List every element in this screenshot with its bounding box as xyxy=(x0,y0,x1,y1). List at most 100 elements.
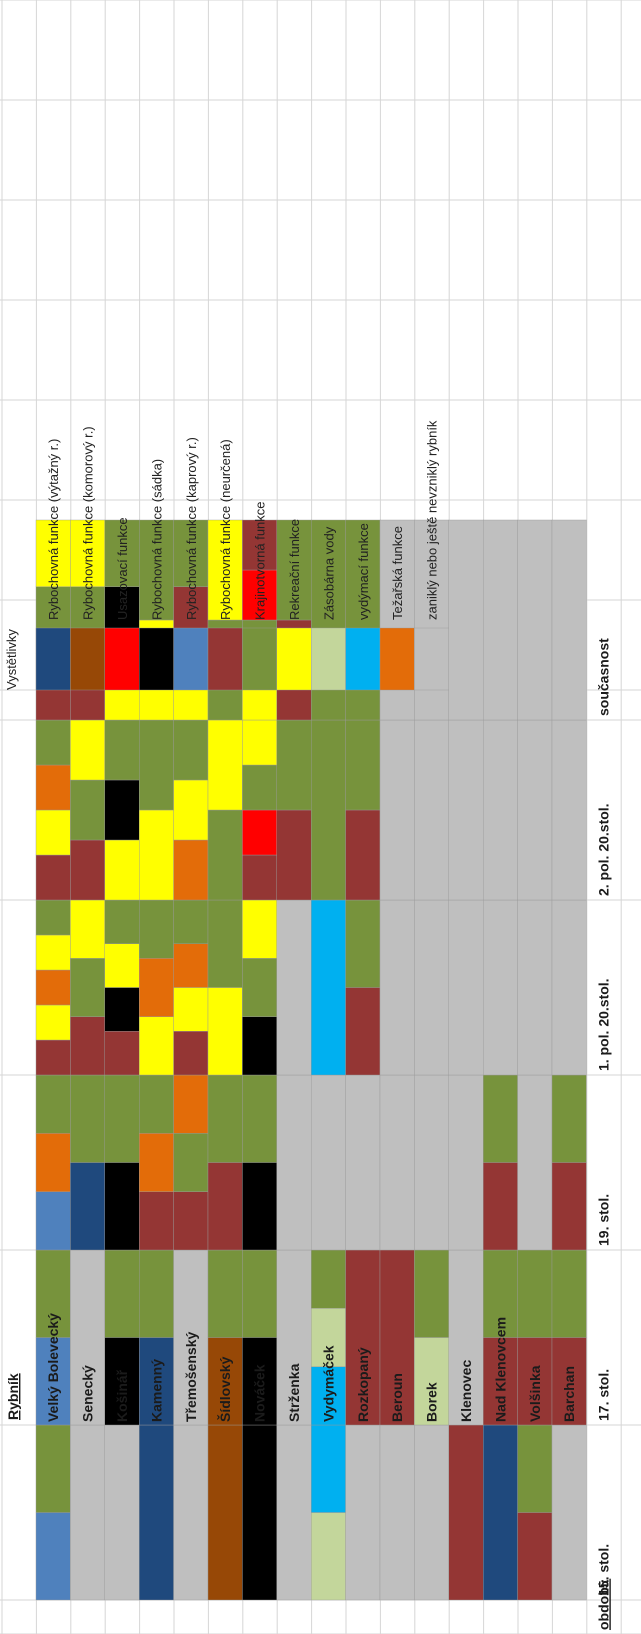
cell-2-3-3 xyxy=(104,899,140,944)
cell-10-3-0 xyxy=(379,899,415,1076)
cell-2-3-2 xyxy=(104,943,140,988)
legend-label: Krajinotvorná funkce xyxy=(253,501,268,620)
period-label: 17. stol. xyxy=(595,1369,611,1421)
legend-swatch xyxy=(104,627,140,691)
cell-2-2-0 xyxy=(104,1162,140,1251)
pond-label: Kamenný xyxy=(148,1359,164,1422)
cell-15-5-0 xyxy=(551,519,587,721)
cell-10-0-0 xyxy=(379,1424,415,1601)
cell-0-4-0 xyxy=(35,854,71,901)
cell-10-1-0 xyxy=(379,1249,415,1426)
legend-label: Rybochovná funkce (sádka) xyxy=(149,459,164,620)
cell-13-2-0 xyxy=(483,1162,518,1251)
cell-6-1-1 xyxy=(242,1249,277,1338)
cell-5-0-0 xyxy=(207,1424,243,1601)
cell-15-2-0 xyxy=(551,1162,587,1251)
legend-label: Težařská funkce xyxy=(390,526,405,620)
cell-1-5-2 xyxy=(70,519,106,587)
legend-swatch xyxy=(138,627,174,691)
legend-swatch xyxy=(35,627,71,691)
cell-12-3-0 xyxy=(448,899,484,1076)
cell-4-3-0 xyxy=(173,1031,209,1076)
cell-4-3-2 xyxy=(173,943,209,988)
cell-4-1-0 xyxy=(173,1249,209,1426)
cell-14-0-1 xyxy=(517,1424,553,1513)
cell-11-3-0 xyxy=(414,899,449,1076)
legend-label: Rybochovná funkce (neurčená) xyxy=(218,439,233,620)
cell-4-2-2 xyxy=(173,1074,209,1134)
period-label: současnost xyxy=(595,638,611,716)
cell-0-3-3 xyxy=(35,934,71,971)
cell-1-3-0 xyxy=(70,1016,106,1076)
cell-10-2-0 xyxy=(379,1074,415,1251)
cell-0-3-4 xyxy=(35,899,71,936)
cell-5-3-1 xyxy=(207,899,243,988)
cell-14-5-0 xyxy=(517,519,553,721)
cell-7-4-1 xyxy=(276,719,312,811)
cell-5-3-0 xyxy=(207,987,243,1076)
cell-15-4-0 xyxy=(551,719,587,901)
cell-3-5-1 xyxy=(138,519,174,621)
period-header: období: xyxy=(595,1579,611,1630)
legend-label: Rybochovná funkce (výtažný r.) xyxy=(46,439,61,620)
cell-11-0-0 xyxy=(414,1424,449,1601)
cell-14-0-0 xyxy=(517,1512,553,1601)
heatmap-cells xyxy=(35,519,587,1601)
cell-4-4-0 xyxy=(173,839,209,901)
cell-14-1-0 xyxy=(517,1337,553,1426)
cell-2-3-0 xyxy=(104,1031,140,1076)
cell-12-2-0 xyxy=(448,1074,484,1251)
cell-9-3-1 xyxy=(345,899,381,988)
cell-0-2-1 xyxy=(35,1133,71,1192)
cell-3-3-2 xyxy=(138,899,174,959)
cell-13-3-0 xyxy=(483,899,518,1076)
legend-swatch xyxy=(414,627,449,691)
cell-3-4-0 xyxy=(138,809,174,901)
cell-14-4-0 xyxy=(517,719,553,901)
cell-2-0-0 xyxy=(104,1424,140,1601)
legend-swatch xyxy=(173,627,209,691)
pond-label: Rozkopaný xyxy=(355,1347,371,1422)
cell-0-3-0 xyxy=(35,1039,71,1076)
cell-13-5-0 xyxy=(483,519,518,721)
period-labels: 15. stol. 17. stol. 19. stol. 1. pol. 20.st… xyxy=(595,638,611,1630)
cell-3-4-1 xyxy=(138,719,174,811)
cell-11-4-0 xyxy=(414,719,449,901)
cell-3-1-1 xyxy=(138,1249,174,1338)
cell-0-4-3 xyxy=(35,719,71,766)
cell-1-4-1 xyxy=(70,779,106,841)
cell-6-3-2 xyxy=(242,899,277,959)
period-label: 1. pol. 20.stol. xyxy=(595,978,611,1071)
cell-5-1-1 xyxy=(207,1249,243,1338)
legend-swatch xyxy=(70,627,106,691)
cell-6-4-3 xyxy=(242,719,277,766)
cell-11-1-1 xyxy=(414,1249,449,1338)
cell-1-2-1 xyxy=(70,1074,106,1163)
cell-15-2-1 xyxy=(551,1074,587,1163)
cell-0-5-2 xyxy=(35,519,71,587)
cell-13-2-1 xyxy=(483,1074,518,1163)
pond-label: Vydymáček xyxy=(320,1345,336,1422)
cell-11-2-0 xyxy=(414,1074,449,1251)
pond-label: Strženka xyxy=(286,1363,302,1422)
cell-12-0-0 xyxy=(448,1424,484,1601)
cell-6-3-0 xyxy=(242,1016,277,1076)
cell-0-2-0 xyxy=(35,1191,71,1251)
cell-8-3-0 xyxy=(311,899,346,1076)
pond-label: Barchan xyxy=(561,1366,577,1422)
cell-0-2-2 xyxy=(35,1074,71,1134)
pond-label: Třemošenský xyxy=(183,1332,199,1422)
cell-3-3-1 xyxy=(138,958,174,1017)
cell-2-1-1 xyxy=(104,1249,140,1338)
cell-2-4-0 xyxy=(104,839,140,901)
pond-label: Velký Bolevecký xyxy=(45,1313,61,1422)
cell-15-0-0 xyxy=(551,1424,587,1601)
cell-9-3-0 xyxy=(345,987,381,1076)
cell-2-4-2 xyxy=(104,719,140,781)
cell-4-3-1 xyxy=(173,987,209,1032)
cell-13-4-0 xyxy=(483,719,518,901)
cell-8-0-1 xyxy=(311,1424,346,1513)
cell-6-2-0 xyxy=(242,1162,277,1251)
period-label: 2. pol. 20.stol. xyxy=(595,803,611,896)
cell-7-2-0 xyxy=(276,1074,312,1251)
